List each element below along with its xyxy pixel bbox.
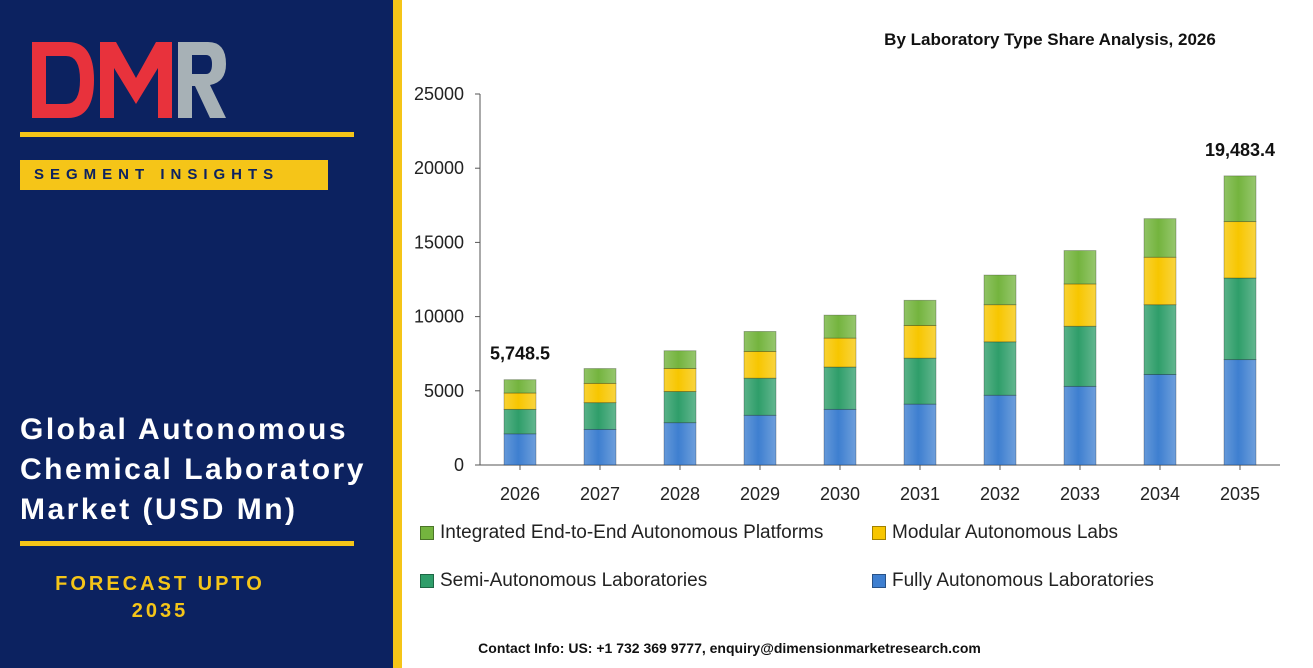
bar-segment (1063, 385, 1097, 466)
chart-title: By Laboratory Type Share Analysis, 2026 (884, 30, 1216, 49)
bar-segment (1063, 283, 1097, 327)
bar-segment (1223, 175, 1257, 223)
bar-segment (983, 341, 1017, 396)
y-tick-label: 0 (454, 455, 464, 475)
x-tick-label: 2034 (1140, 484, 1180, 504)
bar-segment (663, 391, 697, 424)
y-tick-label: 20000 (414, 158, 464, 178)
x-tick-label: 2031 (900, 484, 940, 504)
legend-item: Integrated End-to-End Autonomous Platfor… (420, 522, 823, 544)
bar-segment (743, 414, 777, 466)
y-tick-label: 10000 (414, 307, 464, 327)
accent-strip (393, 0, 402, 668)
divider-bottom (20, 541, 354, 546)
legend-item: Modular Autonomous Labs (872, 522, 1118, 544)
bar-segment (1063, 325, 1097, 387)
bar-segment (1143, 256, 1177, 306)
bar-segment (1223, 277, 1257, 361)
x-tick-label: 2027 (580, 484, 620, 504)
market-title: Global Autonomous Chemical Laboratory Ma… (20, 413, 366, 526)
bar-segment (1143, 218, 1177, 258)
bar-segment (583, 428, 617, 466)
bar-segment (1143, 374, 1177, 466)
x-tick-label: 2026 (500, 484, 540, 504)
bar-segment (503, 408, 537, 435)
legend-label: Semi-Autonomous Laboratories (440, 570, 708, 591)
bar-segment (663, 422, 697, 466)
bar-segment (903, 299, 937, 326)
bar-segment (823, 366, 857, 410)
forecast-line-2: 2035 (131, 600, 189, 622)
bar-segment (743, 351, 777, 379)
x-tick-label: 2030 (820, 484, 860, 504)
legend-label: Modular Autonomous Labs (892, 522, 1119, 543)
legend-label: Integrated End-to-End Autonomous Platfor… (440, 522, 824, 543)
bar-segment (903, 325, 937, 359)
contact-info: Contact Info: US: +1 732 369 9777, enqui… (478, 640, 981, 656)
y-tick-label: 15000 (414, 232, 464, 252)
x-tick-label: 2033 (1060, 484, 1100, 504)
chart-legend: Integrated End-to-End Autonomous Platfor… (420, 522, 1300, 612)
bar-segment (983, 394, 1017, 466)
bar-segment (983, 274, 1017, 306)
legend-label: Fully Autonomous Laboratories (892, 570, 1154, 591)
forecast-line-1: FORECAST UPTO (55, 573, 265, 595)
legend-swatch (420, 574, 434, 588)
bar-segment (1063, 250, 1097, 285)
bar-segment (903, 357, 937, 405)
y-tick-label: 5000 (424, 381, 464, 401)
left-panel: SEGMENT INSIGHTS Global Autonomous Chemi… (0, 0, 393, 668)
divider-top (20, 132, 354, 137)
legend-swatch (872, 574, 886, 588)
bar-segment (583, 382, 617, 404)
x-tick-label: 2028 (660, 484, 700, 504)
legend-item: Fully Autonomous Laboratories (872, 570, 1154, 592)
x-tick-label: 2032 (980, 484, 1020, 504)
data-label: 5,748.5 (490, 344, 550, 364)
data-label: 19,483.4 (1205, 140, 1275, 160)
segment-insights-badge: SEGMENT INSIGHTS (20, 160, 328, 190)
legend-item: Semi-Autonomous Laboratories (420, 570, 707, 592)
bar-segment (583, 368, 617, 384)
bar-segment (1143, 304, 1177, 375)
x-tick-label: 2035 (1220, 484, 1260, 504)
dmr-logo (32, 42, 226, 118)
bar-segment (503, 392, 537, 410)
stacked-bar-chart: 0 5000 10000 15000 20000 25000 2026 2027 2028 202… (414, 84, 1280, 504)
bar-segment (903, 403, 937, 466)
forecast-label: FORECAST UPTO 2035 (20, 571, 300, 625)
bar-segment (983, 304, 1017, 343)
bar-segment (663, 350, 697, 369)
x-tick-label: 2029 (740, 484, 780, 504)
bar-segment (663, 368, 697, 392)
legend-swatch (872, 526, 886, 540)
bar-segment (823, 314, 857, 339)
bar-segment (503, 379, 537, 394)
bar-segment (823, 408, 857, 466)
bar-segment (743, 331, 777, 352)
legend-swatch (420, 526, 434, 540)
bar-segment (503, 433, 537, 466)
bar-segment (1223, 359, 1257, 466)
y-tick-label: 25000 (414, 84, 464, 104)
bar-segment (823, 337, 857, 368)
bar-segment (743, 377, 777, 416)
bar-segment (1223, 221, 1257, 279)
bar-segment (583, 402, 617, 430)
